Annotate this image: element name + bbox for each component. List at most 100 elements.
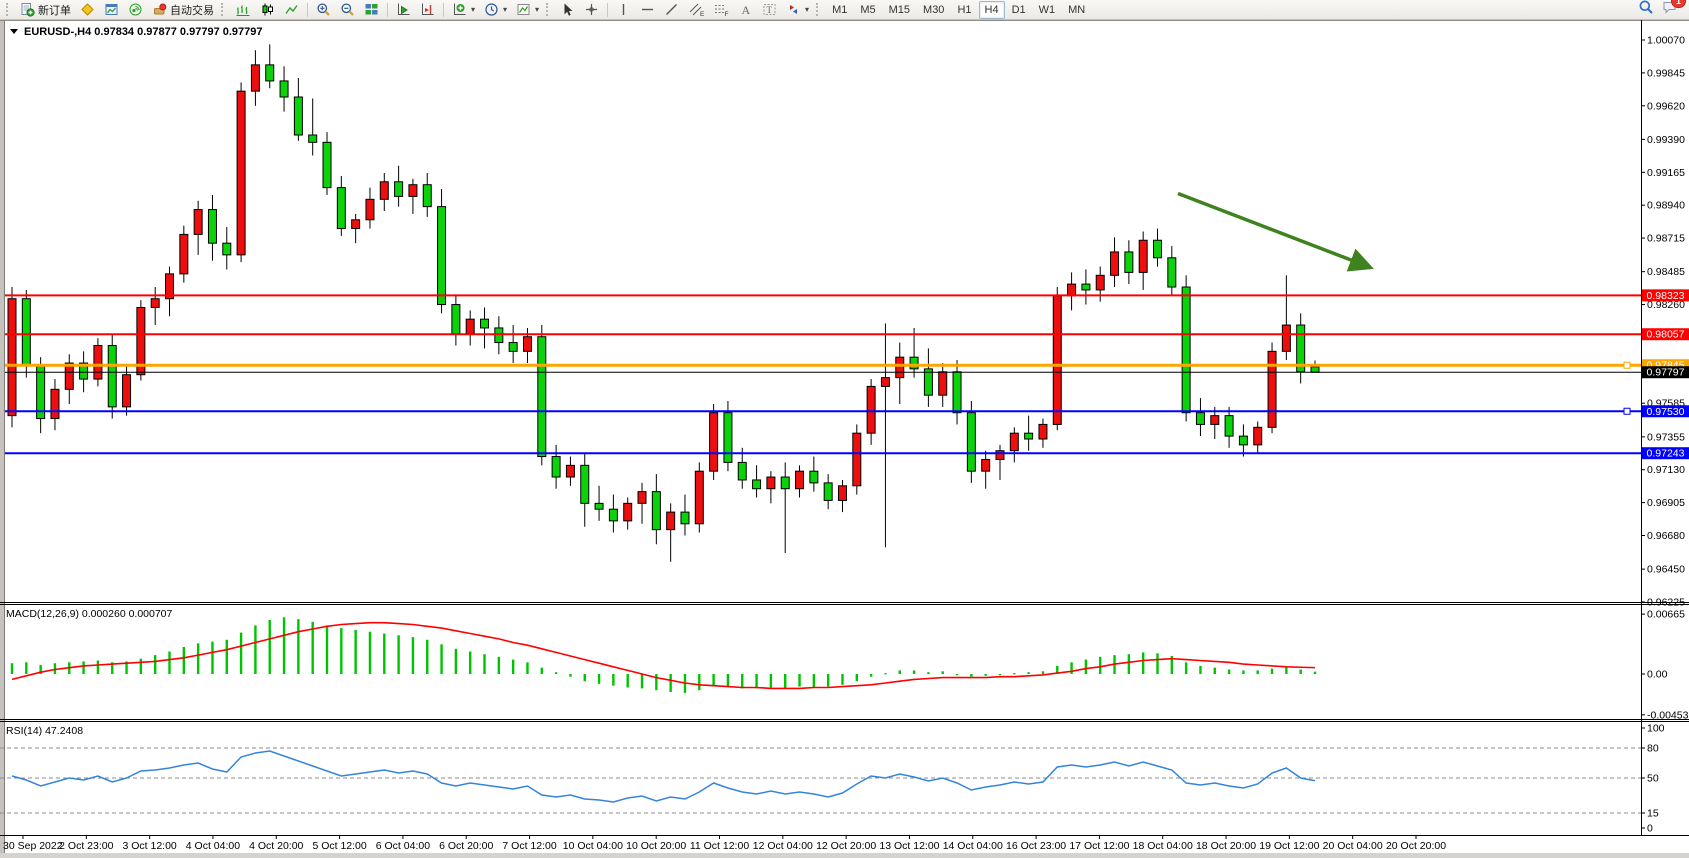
text-label-icon: T [762,2,777,17]
templates-button[interactable]: ▾ [512,0,543,19]
current-price-tag: 0.97797 [1647,367,1685,379]
panel-borders [0,20,1689,858]
svg-text:19 Oct 12:00: 19 Oct 12:00 [1259,840,1319,852]
auto-scroll-button[interactable] [392,0,415,19]
bar-chart-button[interactable] [231,0,255,19]
tile-windows-icon [364,2,379,17]
tab-timeframe-m30[interactable]: M30 [923,3,945,16]
svg-text:0.96905: 0.96905 [1647,497,1685,509]
horizontal-lines[interactable] [5,294,1641,455]
svg-text:0.98260: 0.98260 [1647,299,1685,311]
svg-text:A: A [742,3,751,17]
cursor-icon [560,2,575,17]
trendline-button[interactable] [660,0,683,19]
down-trend-arrow[interactable] [1177,191,1374,272]
search-button[interactable] [1638,0,1654,20]
line-handle[interactable] [1623,361,1631,369]
templates-icon [516,2,531,17]
dropdown-caret-icon: ▾ [503,5,508,14]
svg-text:0.99845: 0.99845 [1647,67,1685,79]
chat-button[interactable]: 1 [1662,0,1686,20]
toolbar-right-cluster: 1 [1638,0,1686,20]
svg-text:30 Sep 2022: 30 Sep 2022 [3,840,63,852]
toolbar-grip [546,3,551,16]
candlestick-chart-button[interactable] [256,0,279,19]
svg-text:0.96450: 0.96450 [1647,564,1685,576]
svg-text:E: E [700,11,704,17]
svg-text:10 Oct 20:00: 10 Oct 20:00 [626,840,686,852]
zoom-out-button[interactable] [336,0,359,19]
tab-timeframe-mn[interactable]: MN [1068,3,1086,16]
new-order-button[interactable]: 新订单 [16,0,75,19]
zoom-in-button[interactable] [312,0,335,19]
svg-text:4 Oct 04:00: 4 Oct 04:00 [186,840,240,852]
cursor-button[interactable] [556,0,579,19]
crosshair-button[interactable] [580,0,603,19]
svg-text:15: 15 [1647,808,1659,820]
vertical-line-button[interactable] [612,0,635,19]
level-price-tag: 0.98323 [1647,290,1685,302]
signals-button[interactable] [124,0,147,19]
rsi-line [11,750,1316,803]
toolbar-separator [443,2,444,17]
tab-timeframe-h4[interactable]: H4 [978,0,1005,19]
svg-text:6 Oct 04:00: 6 Oct 04:00 [376,840,430,852]
zoom-in-icon [316,2,331,17]
zoom-out-icon [340,2,355,17]
text-label-button[interactable]: T [758,0,781,19]
new-chart-button[interactable] [100,0,123,19]
autotrading-button[interactable]: 自动交易 [148,0,218,19]
macd-signal-line [11,621,1316,690]
svg-text:T: T [767,5,773,15]
chart-canvas[interactable]: EURUSD-,H4 0.97834 0.97877 0.97797 0.977… [0,20,1689,858]
svg-text:16 Oct 23:00: 16 Oct 23:00 [1006,840,1066,852]
svg-text:5 Oct 12:00: 5 Oct 12:00 [312,840,366,852]
svg-text:0.98485: 0.98485 [1647,266,1685,278]
toolbar-separator [307,2,308,17]
tab-timeframe-h1[interactable]: H1 [957,3,972,16]
line-chart-button[interactable] [280,0,303,19]
level-price-tag: 0.98057 [1647,329,1685,341]
rsi-panel: RSI(14) 47.2408 [0,725,1641,814]
arrows-button[interactable]: ▾ [782,0,813,19]
metaeditor-icon [80,2,95,17]
autotrading-icon [152,2,167,17]
equidistant-channel-icon: E [688,2,704,17]
text-button[interactable]: A [734,0,757,19]
svg-text:4 Oct 20:00: 4 Oct 20:00 [249,840,303,852]
svg-text:12 Oct 20:00: 12 Oct 20:00 [816,840,876,852]
equidistant-channel-button[interactable]: E [684,0,708,19]
add-indicator-button[interactable]: ▾ [448,0,479,19]
fibonacci-button[interactable]: F [709,0,733,19]
svg-text:13 Oct 12:00: 13 Oct 12:00 [879,840,939,852]
svg-text:0.96225: 0.96225 [1647,597,1685,609]
tab-timeframe-w1[interactable]: W1 [1038,3,1056,16]
tab-timeframe-m5[interactable]: M5 [860,3,876,16]
tab-timeframe-m1[interactable]: M1 [832,3,848,16]
chart-frame [0,20,1689,858]
timeframe-toolbar: M1 M5 M15 M30 H1 H4 D1 W1 MN [826,0,1091,19]
macd-panel: MACD(12,26,9) 0.000260 0.000707 [6,608,1317,693]
svg-text:0.00: 0.00 [1647,669,1668,681]
line-handle[interactable] [1623,407,1631,415]
chart-title: EURUSD-,H4 0.97834 0.97877 0.97797 0.977… [10,26,263,38]
periods-button[interactable]: ▾ [480,0,511,19]
auto-scroll-icon [396,2,411,17]
arrows-icon [786,2,801,17]
trend-arrow-annotation[interactable] [1177,191,1374,272]
symbol-period-label: EURUSD-,H4 0.97834 0.97877 0.97797 0.977… [24,26,263,38]
tile-windows-button[interactable] [360,0,383,19]
tab-timeframe-d1[interactable]: D1 [1011,3,1026,16]
chart-shift-button[interactable] [416,0,439,19]
svg-text:2 Oct 23:00: 2 Oct 23:00 [59,840,113,852]
metaeditor-button[interactable] [76,0,99,19]
svg-text:-0.004535: -0.004535 [1647,709,1689,721]
toolbar-separator [387,2,388,17]
macd-indicator-label: MACD(12,26,9) 0.000260 0.000707 [6,608,173,620]
svg-text:17 Oct 12:00: 17 Oct 12:00 [1069,840,1129,852]
svg-text:18 Oct 20:00: 18 Oct 20:00 [1196,840,1256,852]
tab-timeframe-m15[interactable]: M15 [888,3,911,16]
horizontal-line-button[interactable] [636,0,659,19]
